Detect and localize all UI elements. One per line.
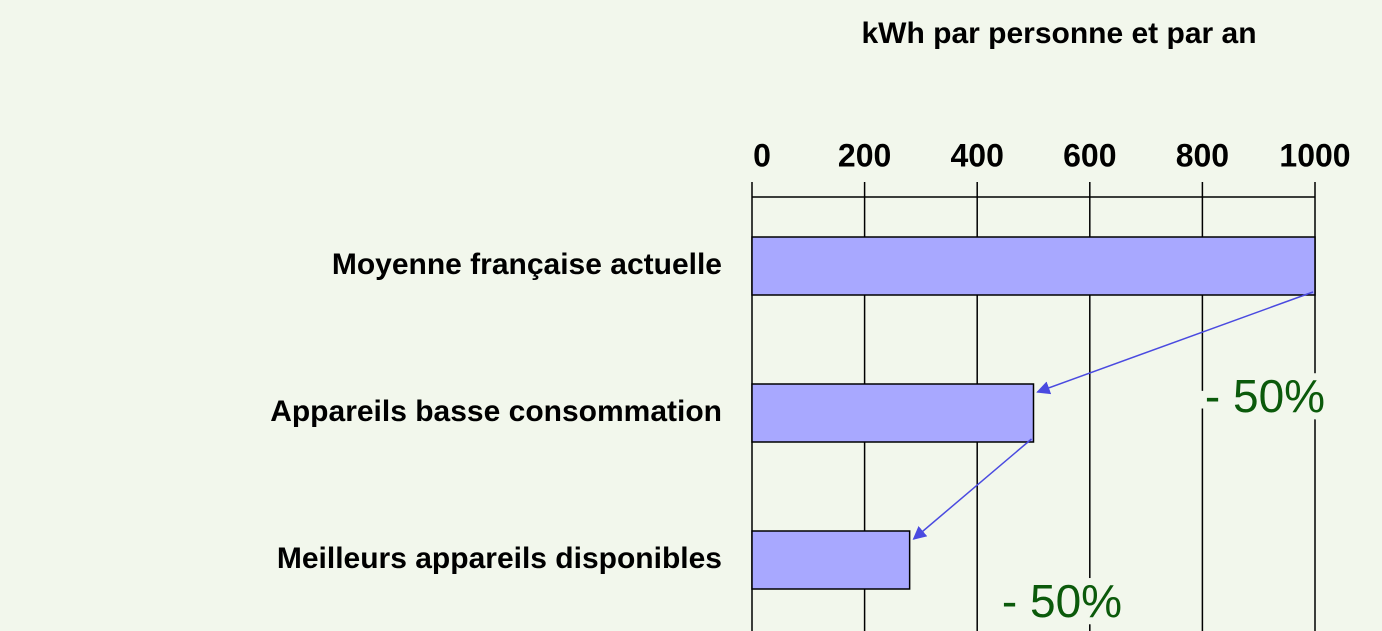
chart-title: kWh par personne et par an bbox=[861, 17, 1256, 50]
arrow bbox=[1036, 291, 1314, 395]
arrow bbox=[912, 438, 1032, 540]
bar bbox=[751, 236, 1316, 296]
category-label: Moyenne française actuelle bbox=[332, 248, 722, 281]
x-tick-label: 600 bbox=[1063, 137, 1116, 173]
x-tick-label: 400 bbox=[951, 137, 1004, 173]
x-tick-label: 0 bbox=[753, 137, 771, 173]
x-tick-label: 1000 bbox=[1279, 137, 1350, 173]
bar bbox=[751, 383, 1035, 443]
x-tick-label: 800 bbox=[1176, 137, 1229, 173]
category-label: Meilleurs appareils disponibles bbox=[277, 542, 722, 575]
category-label: Appareils basse consommation bbox=[270, 395, 722, 428]
x-tick-label: 200 bbox=[838, 137, 891, 173]
annotation: - 50% bbox=[1205, 370, 1325, 422]
annotation: - 50% bbox=[1002, 575, 1122, 627]
bar bbox=[751, 530, 911, 590]
